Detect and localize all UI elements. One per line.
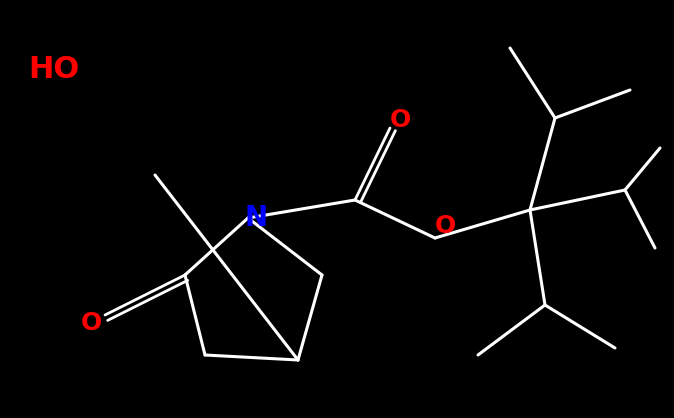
Text: HO: HO xyxy=(28,56,80,84)
Text: O: O xyxy=(80,311,102,335)
Text: O: O xyxy=(434,214,456,238)
Text: N: N xyxy=(245,204,268,232)
Text: O: O xyxy=(390,108,410,132)
